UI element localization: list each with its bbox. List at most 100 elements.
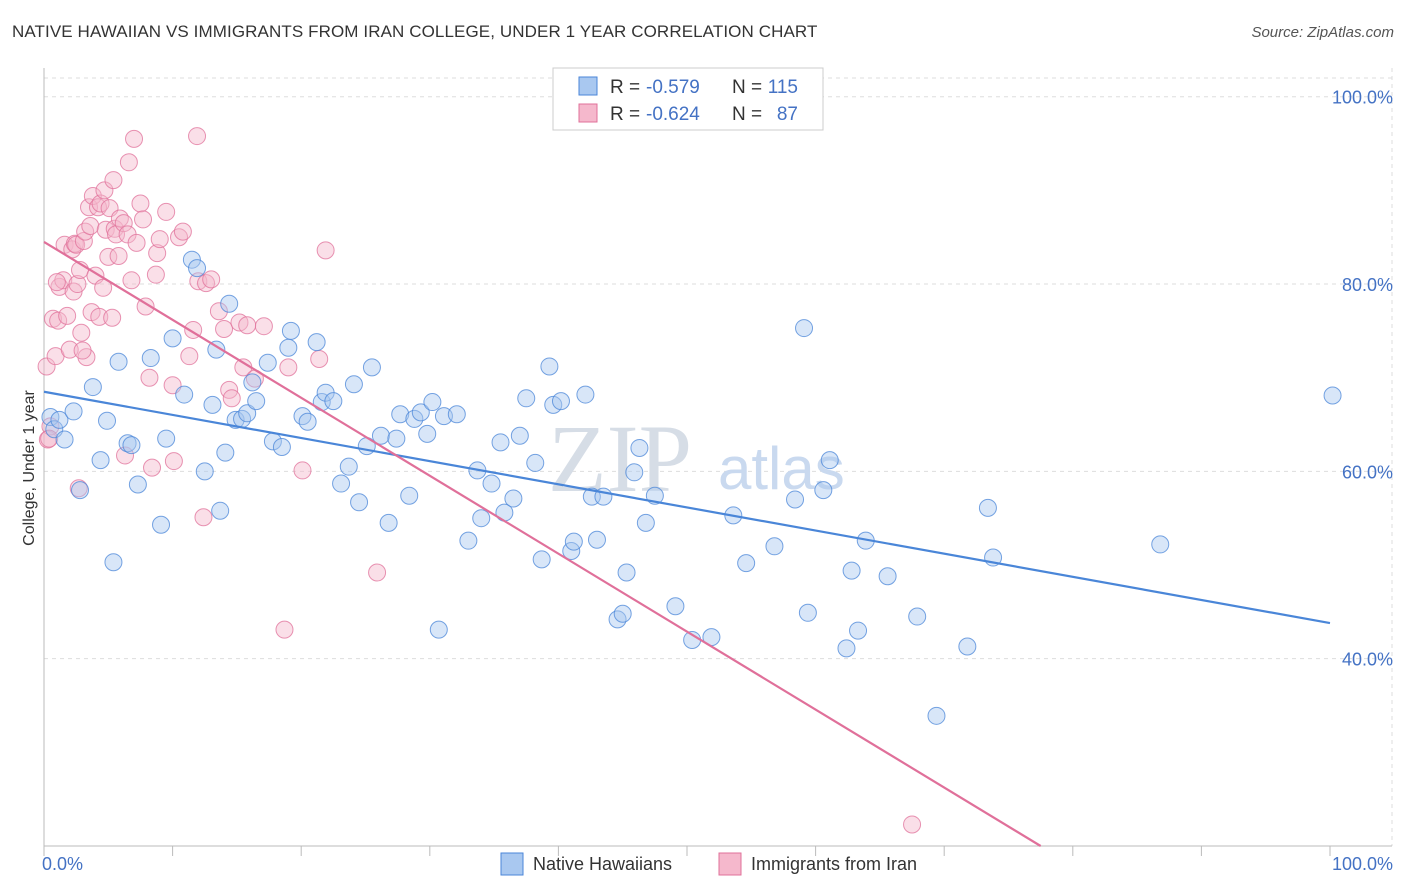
iran-point-22: [81, 216, 100, 235]
hawaiian-point-74: [551, 392, 570, 411]
iran-point-79: [903, 815, 922, 834]
hawaiian-point-30: [243, 373, 262, 392]
legend-r-label-pink: R =: [610, 104, 640, 125]
iran-point-18: [74, 231, 93, 250]
iran-point-9: [58, 306, 77, 325]
iran-point-46: [134, 210, 153, 229]
hawaiian-point-5: [71, 481, 90, 500]
hawaiian-point-60: [447, 405, 466, 424]
hawaiian-point-88: [666, 597, 685, 616]
y-axis-title: College, Under 1 year: [21, 390, 38, 546]
hawaiian-point-67: [504, 489, 523, 508]
iran-point-35: [104, 171, 123, 190]
hawaiian-point-86: [636, 513, 655, 532]
chart-title: NATIVE HAWAIIAN VS IMMIGRANTS FROM IRAN …: [12, 22, 818, 41]
hawaiian-point-109: [1151, 535, 1170, 554]
iran-point-53: [157, 202, 176, 221]
legend-swatch-pink: [578, 103, 598, 123]
iran-point-45: [131, 194, 150, 213]
iran-point-42: [122, 271, 141, 290]
iran-point-41: [119, 153, 138, 172]
hawaiian-point-10: [109, 352, 128, 371]
watermark-atlas: atlas: [718, 435, 845, 502]
hawaiian-point-57: [423, 393, 442, 412]
hawaiian-point-94: [786, 490, 805, 509]
hawaiian-point-43: [332, 474, 351, 493]
iran-point-75: [293, 461, 312, 480]
hawaiian-point-35: [279, 338, 298, 357]
hawaiian-point-2: [50, 410, 69, 429]
y-tick-label-100: 100.0%: [1332, 88, 1393, 108]
hawaiian-point-58: [429, 620, 448, 639]
hawaiian-point-93: [765, 537, 784, 556]
hawaiian-point-82: [613, 604, 632, 623]
hawaiian-point-81: [608, 610, 627, 629]
hawaiian-point-21: [195, 462, 214, 481]
iran-point-67: [222, 389, 241, 408]
y-tick-label-80: 80.0%: [1342, 275, 1393, 295]
hawaiian-point-46: [350, 493, 369, 512]
iran-point-80: [40, 429, 59, 448]
legend-r-value-pink: -0.624: [646, 104, 700, 125]
hawaiian-point-32: [258, 353, 277, 372]
x-tick-labels: 0.0% 100.0%: [42, 854, 1393, 874]
hawaiian-point-110: [1323, 386, 1342, 405]
iran-point-50: [146, 265, 165, 284]
bottom-legend: Native Hawaiians Immigrants from Iran: [500, 852, 917, 876]
iran-point-63: [202, 270, 221, 289]
hawaiian-point-65: [491, 433, 510, 452]
trend-line-iran: [43, 240, 1042, 847]
hawaiian-point-83: [617, 563, 636, 582]
iran-point-7: [54, 271, 73, 290]
hawaiian-point-49: [371, 426, 390, 445]
hawaiian-point-19: [182, 250, 201, 269]
hawaiian-point-23: [207, 340, 226, 359]
y-tick-labels: 40.0% 60.0% 80.0% 100.0%: [1332, 88, 1393, 670]
trend-lines: [43, 240, 1331, 847]
iran-point-51: [148, 244, 167, 263]
iran-point-73: [275, 620, 294, 639]
hawaiian-point-45: [344, 375, 363, 394]
hawaiian-point-63: [472, 509, 491, 528]
hawaiian-point-100: [842, 561, 861, 580]
hawaiian-point-48: [362, 358, 381, 377]
iran-point-24: [83, 187, 102, 206]
hawaiian-point-92: [737, 554, 756, 573]
iran-point-39: [114, 214, 133, 233]
hawaiian-point-8: [98, 411, 117, 430]
hawaiian-point-6: [83, 378, 102, 397]
hawaiian-point-34: [272, 438, 291, 457]
hawaiian-point-13: [128, 475, 147, 494]
iran-point-17: [72, 323, 91, 342]
iran-point-72: [254, 317, 273, 336]
hawaiian-point-97: [814, 481, 833, 500]
grid: [44, 68, 1393, 846]
hawaiian-point-107: [978, 498, 997, 517]
hawaiian-point-53: [400, 486, 419, 505]
hawaiian-point-15: [152, 515, 171, 534]
hawaiian-point-69: [517, 389, 536, 408]
hawaiian-point-71: [532, 550, 551, 569]
hawaiian-point-26: [220, 294, 239, 313]
hawaiian-point-24: [211, 501, 230, 520]
hawaiian-point-27: [226, 410, 245, 429]
hawaiian-point-4: [64, 402, 83, 421]
iran-point-78: [368, 563, 387, 582]
hawaiian-point-17: [163, 329, 182, 348]
iran-point-47: [136, 297, 155, 316]
trend-line-hawaiians: [43, 390, 1331, 625]
iran-point-0: [37, 357, 56, 376]
legend-box: R = -0.579 N = 115 R = -0.624 N = 87: [552, 67, 824, 131]
hawaiian-point-36: [281, 321, 300, 340]
hawaiian-point-79: [587, 530, 606, 549]
bottom-legend-label-iran: Immigrants from Iran: [751, 854, 917, 874]
iran-point-54: [164, 452, 183, 471]
hawaiian-point-9: [104, 553, 123, 572]
hawaiian-point-44: [339, 457, 358, 476]
hawaiian-point-50: [379, 513, 398, 532]
hawaiian-point-72: [540, 357, 559, 376]
iran-point-49: [143, 458, 162, 477]
iran-point-81: [47, 273, 66, 292]
iran-point-83: [73, 341, 92, 360]
iran-point-19: [76, 222, 95, 241]
